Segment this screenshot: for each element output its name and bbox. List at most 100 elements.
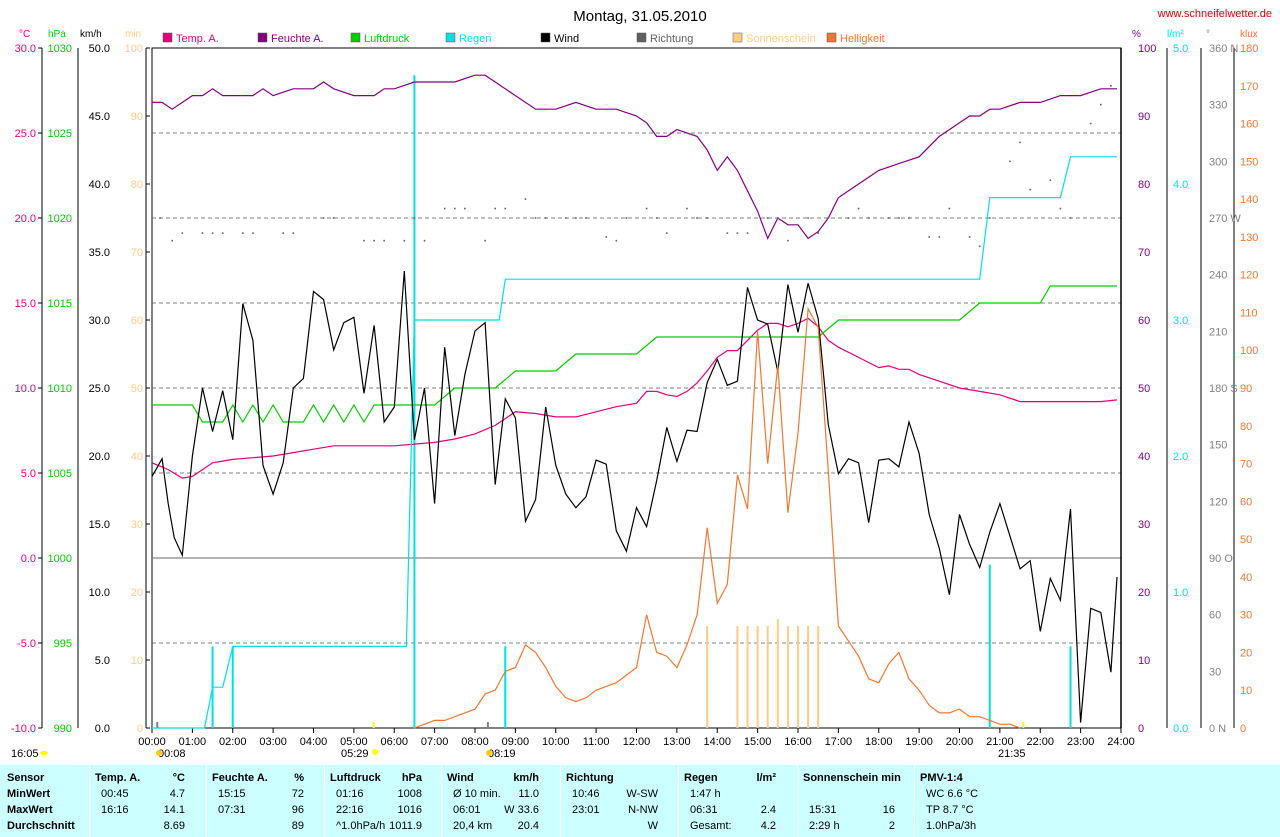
stats-col-title: Luftdruck	[330, 772, 381, 784]
legend-label: Sonnenschein	[746, 33, 816, 45]
direction-point	[1049, 179, 1052, 182]
humidity-tick: 50	[1138, 383, 1150, 395]
direction-point	[1019, 141, 1021, 144]
time-tick: 17:00	[825, 736, 853, 748]
website-link[interactable]: www.schneifelwetter.de	[1157, 8, 1272, 20]
pressure-tick: 1030	[48, 43, 72, 55]
direction-point	[898, 217, 900, 219]
stats-time: 00:45	[101, 788, 129, 800]
time-tick: 08:00	[461, 736, 489, 748]
stats-time: Gesamt:	[690, 820, 732, 832]
sunshine-tick: 70	[131, 247, 143, 259]
moon-mark-2: 08:19	[488, 748, 516, 760]
series-line-luftdruck	[152, 285, 1117, 424]
legend-swatch	[540, 32, 551, 43]
wind-tick: 30.0	[89, 315, 110, 327]
direction-point	[817, 232, 819, 234]
pressure-tick: 1005	[48, 468, 72, 480]
moon-icon	[486, 750, 492, 756]
direction-point	[857, 207, 860, 210]
time-tick: 15:00	[744, 736, 772, 748]
direction-point	[1100, 103, 1102, 106]
brightness-tick: 100	[1240, 345, 1258, 357]
brightness-tick: 150	[1240, 156, 1258, 168]
direction-point	[403, 239, 406, 242]
direction-tick: 240	[1209, 270, 1227, 282]
direction-point	[322, 217, 325, 219]
stats-value: 72	[291, 788, 304, 800]
wind-tick: 15.0	[89, 519, 110, 531]
humidity-tick: 80	[1138, 179, 1150, 191]
legend-label: Richtung	[650, 33, 693, 45]
sunshine-tick: 80	[131, 179, 143, 191]
stats-time: 01:16	[336, 788, 364, 800]
direction-tick: 150	[1209, 440, 1227, 452]
direction-point	[585, 217, 587, 219]
temp-tick: 5.0	[21, 468, 36, 480]
sunshine-bars	[706, 619, 820, 728]
weather-chart: Montag, 31.05.2010 www.schneifelwetter.d…	[10, 8, 1272, 760]
direction-point	[494, 207, 496, 210]
direction-tick: 90 O	[1209, 553, 1233, 565]
direction-point	[686, 207, 688, 210]
wind-tick: 0.0	[95, 723, 110, 735]
direction-point	[736, 232, 739, 234]
stats-time: 1:47 h	[690, 788, 721, 800]
stats-time: 16:16	[101, 804, 129, 816]
direction-tick: 330	[1209, 100, 1227, 112]
legend-swatch	[162, 32, 173, 43]
stats-separator	[324, 765, 325, 837]
direction-point	[615, 239, 618, 242]
stats-separator	[678, 765, 679, 837]
brightness-tick: 80	[1240, 421, 1252, 433]
series-line-temp-a-	[151, 317, 1118, 479]
temp-tick: 15.0	[15, 298, 36, 310]
wind-tick: 10.0	[89, 587, 110, 599]
stats-time: 2:29 h	[809, 820, 840, 832]
stats-value: 2	[888, 820, 895, 832]
temp-unit: °C	[19, 29, 30, 40]
stats-row-label: Durchschnitt	[7, 820, 75, 832]
time-tick: 16:00	[784, 736, 812, 748]
wind-unit: km/h	[80, 29, 102, 40]
direction-point	[159, 217, 161, 219]
legend-swatch	[257, 32, 268, 43]
direction-point	[524, 198, 527, 200]
time-tick: 19:00	[905, 736, 933, 748]
stats-time: ^1.0hPa/h	[336, 820, 386, 832]
pressure-tick: 995	[54, 638, 72, 650]
wind-tick: 50.0	[89, 43, 110, 55]
time-tick: 05:00	[340, 736, 368, 748]
direction-tick: 180 S	[1209, 383, 1238, 395]
direction-point	[766, 217, 769, 219]
time-markers: 00:08 05:29 08:19 21:35 16:05	[11, 48, 1122, 760]
direction-tick: 0 N	[1209, 723, 1226, 735]
humidity-tick: 20	[1138, 587, 1150, 599]
time-tick: 02:00	[219, 736, 247, 748]
humidity-tick: 10	[1138, 655, 1150, 667]
temp-tick: 20.0	[15, 213, 36, 225]
series-line-regen	[152, 156, 1117, 729]
legend-label: Luftdruck	[364, 33, 410, 45]
time-tick: 22:00	[1026, 736, 1054, 748]
time-tick: 09:00	[502, 736, 530, 748]
pressure-tick: 1015	[48, 298, 72, 310]
series-line-wind	[151, 270, 1118, 723]
stats-value: 1011.9	[389, 820, 422, 832]
direction-point	[454, 207, 456, 210]
time-tick: 24:00	[1107, 736, 1135, 748]
stats-col-unit: hPa	[401, 772, 422, 784]
stats-time: Ø 10 min.	[453, 788, 501, 800]
direction-tick: 120	[1209, 496, 1227, 508]
temp-tick: 10.0	[15, 383, 36, 395]
direction-point	[908, 217, 910, 219]
moon-icon	[40, 751, 48, 755]
direction-point	[201, 232, 204, 234]
stats-panel: Sensor MinWert MaxWert Durchschnitt Temp. A.…	[0, 765, 1280, 837]
brightness-tick: 30	[1240, 610, 1252, 622]
direction-tick: 210	[1209, 326, 1227, 338]
brightness-tick: 70	[1240, 459, 1252, 471]
direction-point	[211, 232, 214, 234]
time-tick: 11:00	[583, 736, 610, 748]
sunshine-tick: 50	[131, 383, 143, 395]
